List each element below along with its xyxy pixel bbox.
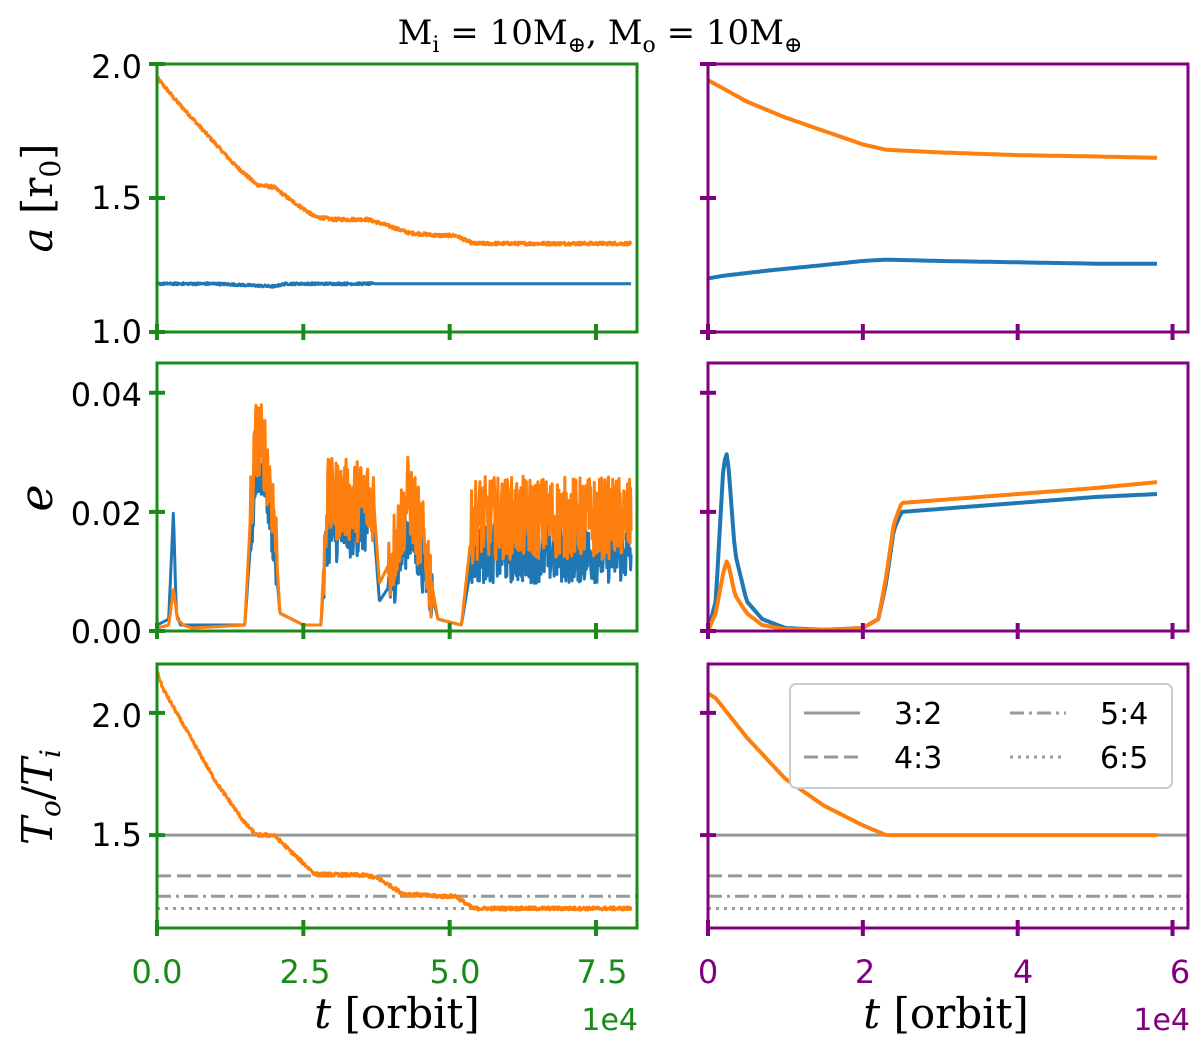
series-line-outer-planet <box>157 76 633 247</box>
ytick-label-a-2.0: 2.0 <box>91 48 142 86</box>
ylabel-e: e <box>9 484 63 511</box>
series-line-outer-planet <box>708 480 1158 631</box>
xtick-label-left-7.5: 7.5 <box>577 953 628 991</box>
panel-e-right <box>700 361 1190 639</box>
xtick-label-right-4: 4 <box>1013 953 1033 991</box>
offset-label-left: 1e4 <box>581 1003 638 1038</box>
ytick-label-ratio-2.0: 2.0 <box>91 697 142 735</box>
ytick-label-a-1.0: 1.0 <box>91 313 142 351</box>
series-line-inner-planet <box>708 452 1158 631</box>
series-line-period-ratio <box>708 691 1158 838</box>
xlabel-left: t [orbit] <box>314 989 480 1038</box>
xlabel-right: t [orbit] <box>863 989 1029 1038</box>
legend-label-5-4: 5:4 <box>1100 697 1148 732</box>
xtick-label-left-5.0: 5.0 <box>430 953 481 991</box>
figure-title: Mi = 10M⊕, Mo = 10M⊕ <box>398 13 803 58</box>
ytick-label-ratio-1.5: 1.5 <box>91 816 142 854</box>
legend-label-3-2: 3:2 <box>894 697 942 732</box>
panel-p-right <box>700 662 1190 936</box>
legend-label-4-3: 4:3 <box>894 741 942 776</box>
series-line-outer-planet <box>708 78 1158 160</box>
xtick-label-left-0.0: 0.0 <box>132 953 183 991</box>
ytick-label-e-0.02: 0.02 <box>71 495 142 533</box>
xtick-label-right-2: 2 <box>855 953 875 991</box>
ylabel-a: a [r0] <box>13 143 67 252</box>
legend-box <box>789 683 1173 789</box>
ytick-label-e-0.00: 0.00 <box>71 613 142 651</box>
offset-label-right: 1e4 <box>1133 1003 1190 1038</box>
panel-frame <box>155 62 639 334</box>
panel-p-left <box>149 662 639 936</box>
xtick-label-right-0: 0 <box>698 953 718 991</box>
panel-frame <box>155 662 639 930</box>
ytick-label-a-1.5: 1.5 <box>91 179 142 217</box>
series-line-inner-planet <box>708 257 1158 281</box>
panel-frame <box>706 662 1190 930</box>
series-line-period-ratio <box>157 671 633 912</box>
legend: 3:2 4:3 5:4 6:5 <box>789 683 1173 789</box>
series-line-inner-planet <box>157 281 633 289</box>
series-line-outer-planet <box>157 403 633 630</box>
panel-a-right <box>700 62 1190 340</box>
xtick-label-left-2.5: 2.5 <box>280 953 331 991</box>
ytick-label-e-0.04: 0.04 <box>71 376 142 414</box>
xtick-label-right-6: 6 <box>1170 953 1190 991</box>
panel-frame <box>155 361 639 633</box>
legend-label-6-5: 6:5 <box>1100 741 1148 776</box>
panel-a-left <box>149 62 639 340</box>
panel-frame <box>706 62 1190 334</box>
ylabel-period-ratio: To/Ti <box>13 749 67 845</box>
panel-e-left <box>149 361 639 639</box>
panel-frame <box>706 361 1190 633</box>
